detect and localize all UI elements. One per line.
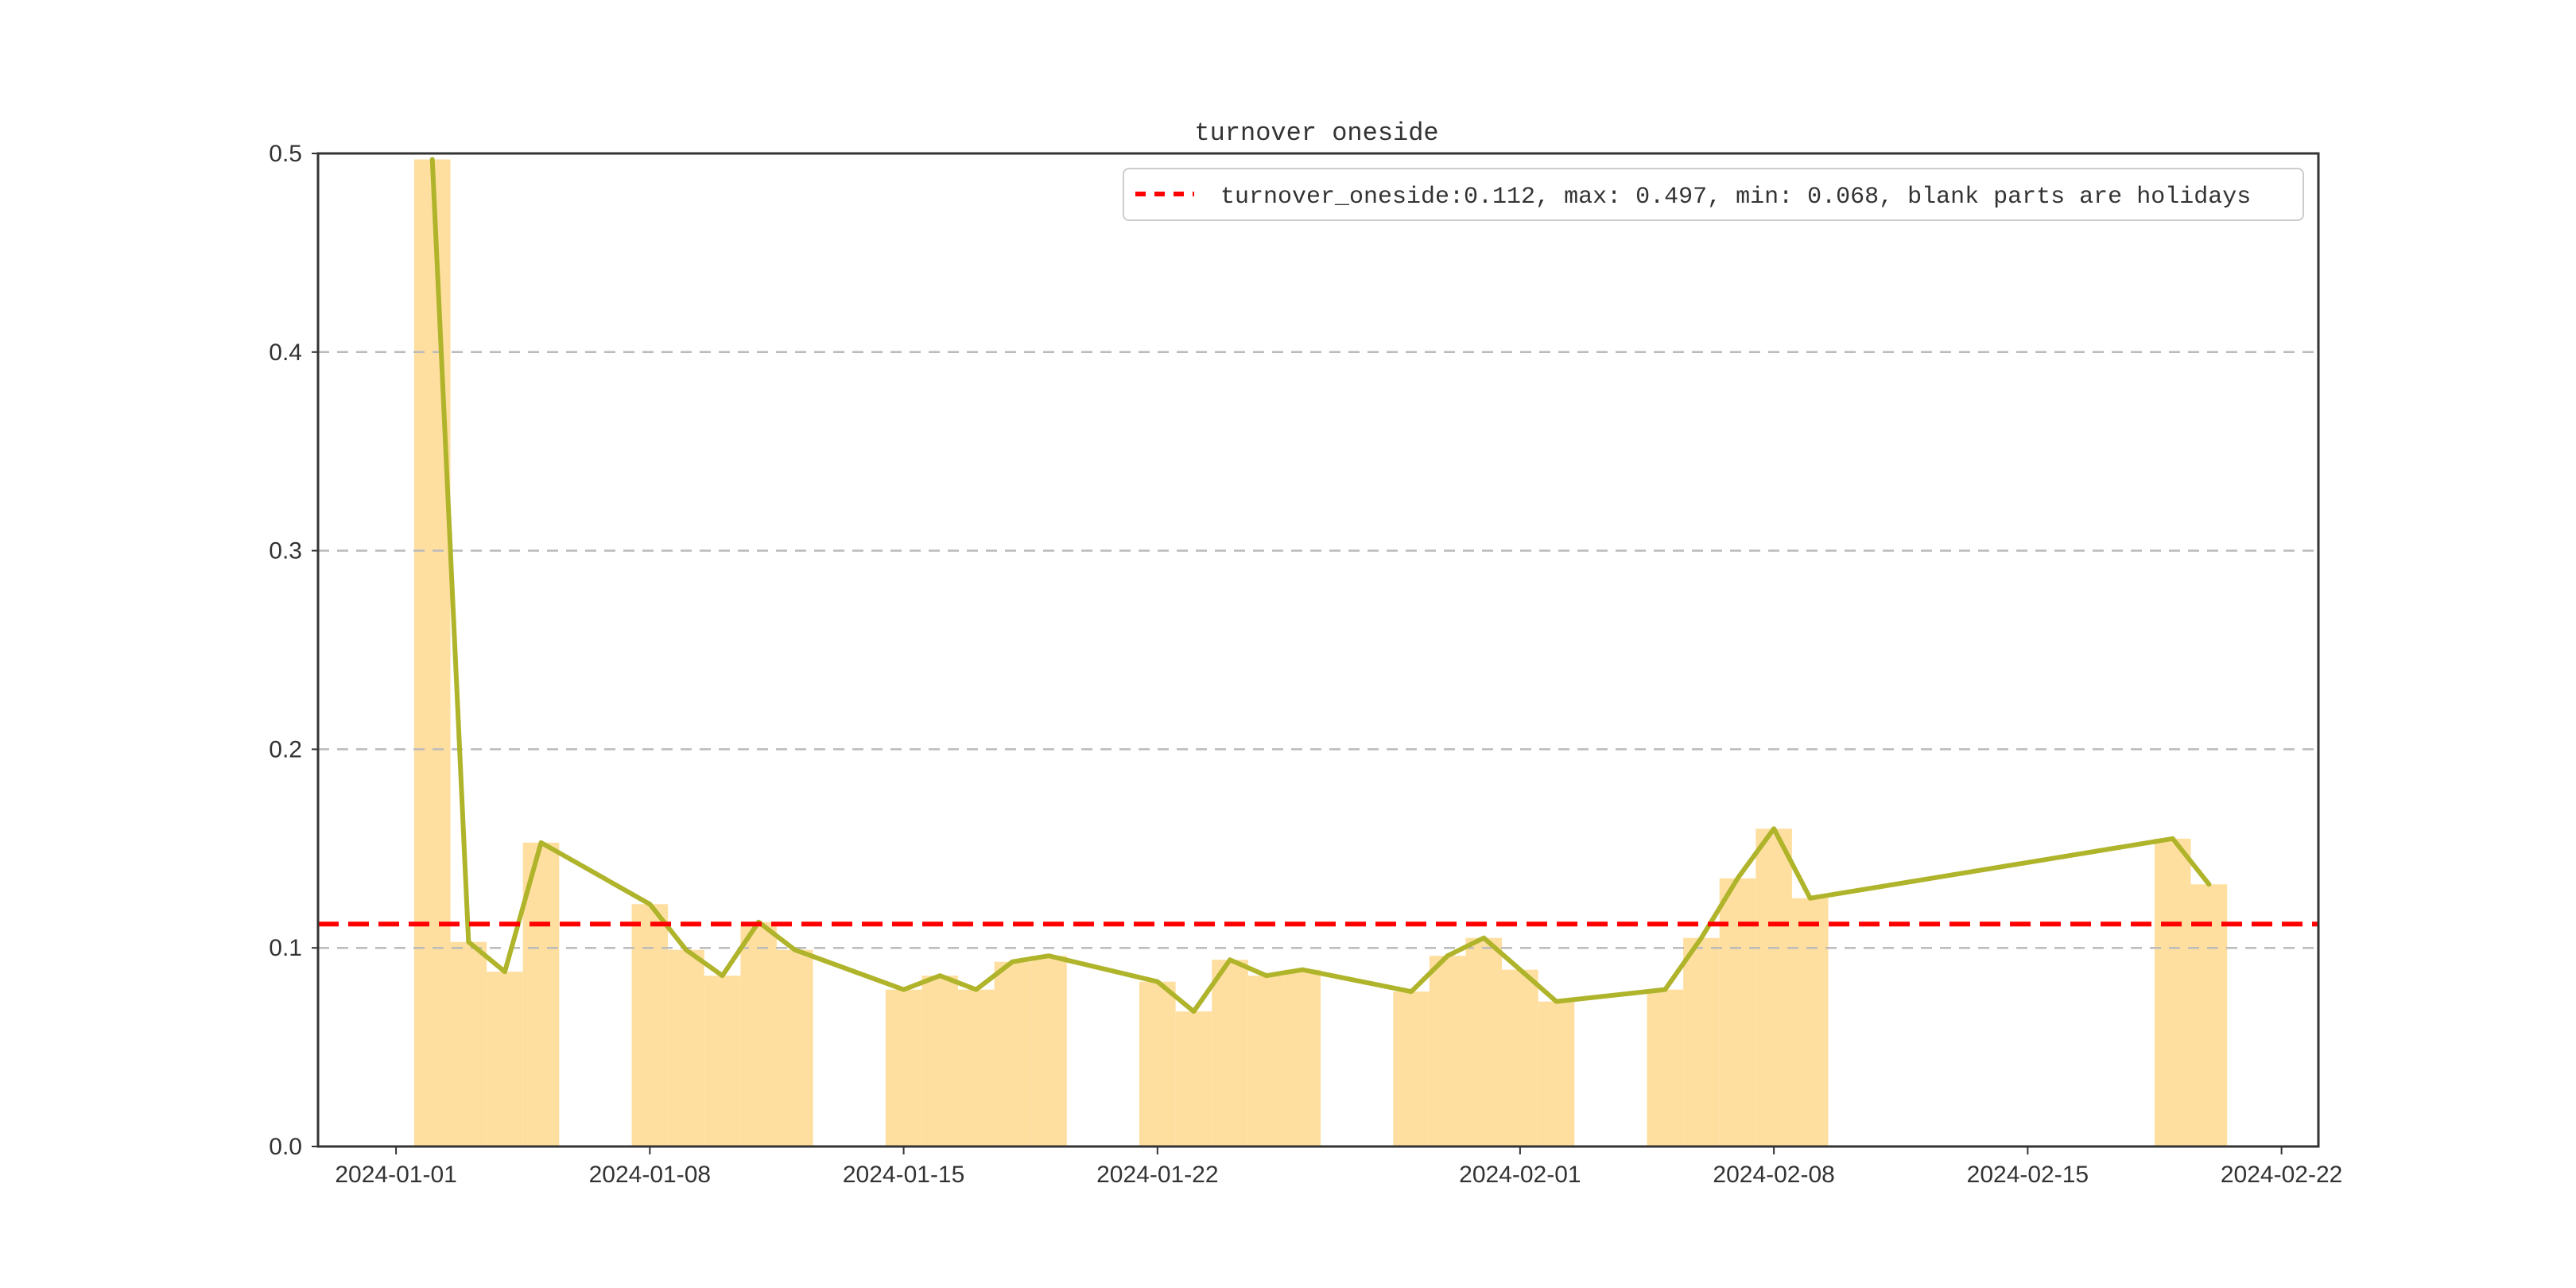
svg-text:turnover_oneside:0.112, max: 0: turnover_oneside:0.112, max: 0.497, min:… bbox=[1220, 184, 2251, 211]
svg-text:0.4: 0.4 bbox=[269, 339, 302, 366]
svg-text:2024-01-08: 2024-01-08 bbox=[589, 1162, 711, 1188]
svg-text:2024-02-22: 2024-02-22 bbox=[2221, 1162, 2342, 1188]
svg-text:0.1: 0.1 bbox=[269, 935, 302, 961]
svg-text:2024-01-22: 2024-01-22 bbox=[1096, 1162, 1218, 1188]
svg-text:0.5: 0.5 bbox=[269, 141, 302, 167]
svg-text:0.3: 0.3 bbox=[269, 538, 302, 564]
svg-text:2024-02-15: 2024-02-15 bbox=[1967, 1162, 2089, 1188]
svg-text:0.2: 0.2 bbox=[269, 736, 302, 762]
svg-text:turnover oneside: turnover oneside bbox=[1194, 118, 1438, 148]
svg-text:0.0: 0.0 bbox=[269, 1134, 302, 1160]
svg-text:2024-02-08: 2024-02-08 bbox=[1713, 1162, 1834, 1188]
svg-text:2024-02-01: 2024-02-01 bbox=[1459, 1162, 1581, 1188]
svg-text:2024-01-15: 2024-01-15 bbox=[843, 1162, 964, 1188]
svg-text:2024-01-01: 2024-01-01 bbox=[335, 1162, 456, 1188]
